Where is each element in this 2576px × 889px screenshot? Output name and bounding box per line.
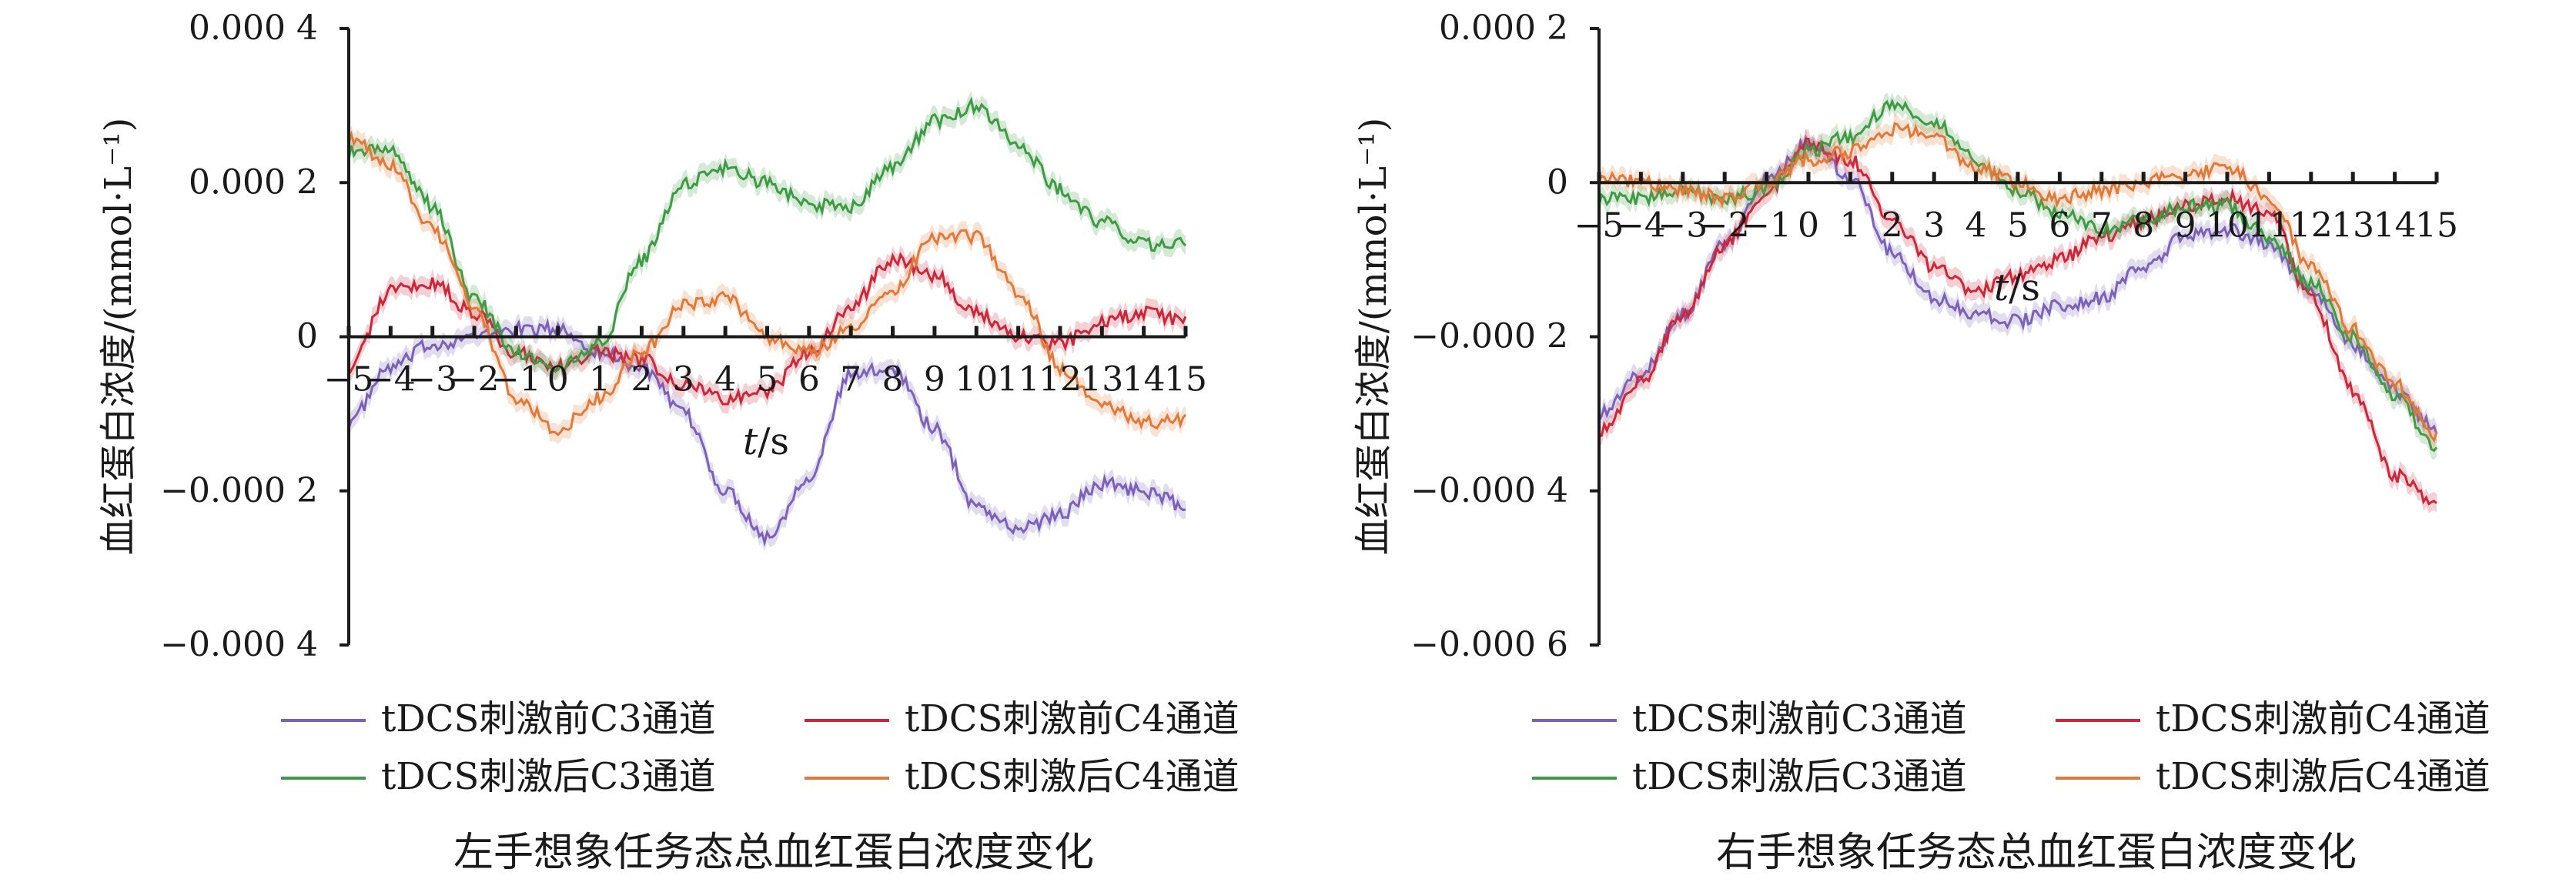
right-y-tick-label: 0.000 2 — [1439, 8, 1568, 48]
left-x-tick-label: 11 — [997, 360, 1040, 399]
left-x-tick-label: 1 — [589, 360, 611, 399]
right-legend-label: tDCS刺激前C4通道 — [2156, 697, 2491, 740]
left-line-after-c3 — [347, 96, 1187, 373]
left-x-tick-label: 10 — [955, 360, 998, 399]
left-line-before-c4 — [347, 252, 1187, 406]
right-x-tick-label: 9 — [2175, 206, 2196, 245]
right-x-tick-label: 7 — [2091, 206, 2113, 245]
left-y-tick-label: 0 — [296, 317, 318, 356]
right-x-tick-label: −2 — [1700, 206, 1750, 245]
left-legend-label: tDCS刺激后C4通道 — [905, 755, 1239, 798]
right-legend: tDCS刺激前C3通道 tDCS刺激前C4通道 tDCS刺激后C3通道 tDCS刺激后… — [1532, 697, 2491, 798]
left-y-tick-label: 0.000 2 — [189, 162, 318, 202]
right-x-tick-label: 6 — [2049, 206, 2070, 245]
right-y-axis-title: 血红蛋白浓度/(mmol·L⁻¹) — [1352, 118, 1395, 556]
right-caption: 右手想象任务态总血红蛋白浓度变化 — [1716, 830, 2357, 876]
right-x-tick-label: −5 — [1574, 206, 1624, 245]
right-x-tick-label: 4 — [1965, 206, 1987, 245]
right-y-tick-label: 0 — [1547, 162, 1568, 202]
left-x-tick-label: 4 — [714, 360, 736, 399]
right-legend-item-after-c4: tDCS刺激后C4通道 — [2056, 755, 2491, 798]
left-band-after-c4 — [349, 125, 1186, 444]
right-x-tick-label: 13 — [2331, 206, 2374, 245]
right-x-axis-title: t/s — [1994, 266, 2040, 309]
left-legend-label: tDCS刺激前C3通道 — [381, 697, 716, 740]
left-y-axis-title: 血红蛋白浓度/(mmol·L⁻¹) — [97, 118, 140, 556]
right-y-tick-label: −0.000 6 — [1410, 625, 1568, 664]
right-y-tick-label: −0.000 2 — [1410, 317, 1568, 356]
right-x-tick-label: −3 — [1658, 206, 1708, 245]
right-x-tick-label: 14 — [2374, 206, 2417, 245]
left-legend-label: tDCS刺激后C3通道 — [381, 755, 716, 798]
left-legend-label: tDCS刺激前C4通道 — [905, 697, 1239, 740]
right-x-tick-label: 2 — [1882, 206, 1903, 245]
left-x-tick-label: 12 — [1039, 360, 1082, 399]
left-x-tick-label: 7 — [840, 360, 861, 399]
right-x-tick-label: 5 — [2007, 206, 2029, 245]
right-line-after-c3 — [1597, 98, 2438, 453]
left-x-tick-label: −5 — [324, 360, 374, 399]
right-x-tick-label: 11 — [2247, 206, 2290, 245]
right-x-tick-label: −4 — [1616, 206, 1666, 245]
right-line-before-c4 — [1598, 137, 2437, 506]
right-legend-item-after-c3: tDCS刺激后C3通道 — [1532, 755, 1967, 798]
right-legend-item-before-c4: tDCS刺激前C4通道 — [2056, 697, 2491, 740]
left-x-tick-label: −4 — [366, 360, 416, 399]
left-chart: 0.000 4 0.000 2 0 −0.000 2 −0.000 4 −5−4−3−2… — [97, 8, 1239, 876]
left-x-tick-label: 3 — [673, 360, 694, 399]
right-y-ticks: 0.000 2 0 −0.000 2 −0.000 4 −0.000 6 — [1410, 8, 1599, 664]
right-x-tick-label: 15 — [2415, 206, 2458, 245]
right-chart: 0.000 2 0 −0.000 2 −0.000 4 −0.000 6 −5−4−3−… — [1352, 8, 2491, 876]
left-x-tick-label: −3 — [407, 360, 457, 399]
right-legend-label: tDCS刺激后C3通道 — [1632, 755, 1967, 798]
left-x-tick-label: 15 — [1164, 360, 1207, 399]
left-y-tick-label: −0.000 4 — [160, 625, 318, 664]
left-y-tick-label: 0.000 4 — [189, 8, 318, 48]
left-x-tick-label: 9 — [924, 360, 945, 399]
left-y-tick-label: −0.000 2 — [160, 471, 318, 510]
left-legend-item-before-c3: tDCS刺激前C3通道 — [281, 697, 716, 740]
left-x-tick-label: 8 — [882, 360, 904, 399]
left-band-before-c4 — [349, 245, 1186, 414]
right-x-tick-label: 3 — [1923, 206, 1945, 245]
left-x-tick-label: −2 — [450, 360, 500, 399]
left-x-tick-label: −1 — [491, 360, 541, 399]
left-caption: 左手想象任务态总血红蛋白浓度变化 — [453, 830, 1094, 876]
left-x-tick-label: 5 — [757, 360, 778, 399]
left-legend-item-after-c4: tDCS刺激后C4通道 — [805, 755, 1239, 798]
left-legend: tDCS刺激前C3通道 tDCS刺激前C4通道 tDCS刺激后C3通道 tDCS刺激后… — [281, 697, 1239, 798]
left-x-tick-label: 13 — [1080, 360, 1123, 399]
left-legend-item-after-c3: tDCS刺激后C3通道 — [281, 755, 716, 798]
right-y-tick-label: −0.000 4 — [1410, 471, 1568, 510]
right-legend-label: tDCS刺激后C4通道 — [2156, 755, 2491, 798]
left-plot-area — [347, 91, 1187, 552]
right-x-tick-label: 8 — [2133, 206, 2154, 245]
left-x-tick-label: 6 — [798, 360, 820, 399]
left-x-tick-label: 2 — [631, 360, 652, 399]
left-legend-item-before-c4: tDCS刺激前C4通道 — [805, 697, 1239, 740]
right-x-tick-label: 1 — [1839, 206, 1861, 245]
left-y-ticks: 0.000 4 0.000 2 0 −0.000 2 −0.000 4 — [160, 8, 349, 664]
right-x-tick-label: −1 — [1741, 206, 1791, 245]
right-x-tick-label: 0 — [1798, 206, 1819, 245]
left-x-axis-title: t/s — [743, 420, 789, 463]
left-x-tick-label: 0 — [547, 360, 569, 399]
right-legend-item-before-c3: tDCS刺激前C3通道 — [1532, 697, 1967, 740]
right-legend-label: tDCS刺激前C3通道 — [1632, 697, 1967, 740]
right-x-tick-label: 10 — [2206, 206, 2249, 245]
left-x-tick-label: 14 — [1122, 360, 1166, 399]
right-x-tick-label: 12 — [2290, 206, 2333, 245]
